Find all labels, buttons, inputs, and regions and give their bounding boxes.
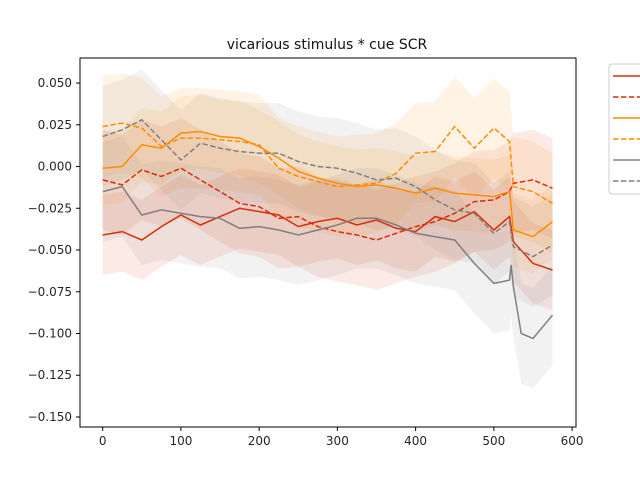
legend [608, 63, 640, 195]
series-5-confidence-band [102, 136, 553, 389]
y-tick-label: 0.000 [38, 160, 72, 174]
plot-area-frame [79, 57, 577, 428]
x-tick-label: 200 [248, 434, 271, 448]
series-4-line [102, 122, 553, 204]
y-tick-label: −0.125 [28, 368, 72, 382]
legend-frame [608, 63, 640, 195]
series-4-confidence-band [102, 73, 553, 254]
y-tick-label: −0.075 [28, 285, 72, 299]
series-1-line [102, 207, 553, 271]
y-tick-label: −0.150 [28, 410, 72, 424]
series-1-confidence-band [102, 168, 553, 311]
y-tick-label: 0.025 [38, 118, 72, 132]
y-tick-label: −0.025 [28, 201, 72, 215]
series-5-line [102, 185, 554, 340]
chart-title: vicarious stimulus * cue SCR [227, 37, 428, 53]
series-3-line [102, 130, 553, 238]
y-tick-label: 0.050 [38, 76, 72, 90]
x-tick-label: 300 [326, 434, 349, 448]
y-tick-label: −0.100 [28, 326, 72, 340]
y-tick-label: −0.050 [28, 243, 72, 257]
series-2-confidence-band [102, 118, 553, 291]
x-tick-label: 600 [561, 434, 584, 448]
x-tick-label: 400 [404, 434, 427, 448]
x-tick-label: 500 [482, 434, 505, 448]
x-tick-label: 100 [169, 434, 192, 448]
series-6-confidence-band [102, 69, 553, 307]
series-6-line [102, 118, 553, 258]
x-tick-label: 0 [99, 434, 107, 448]
